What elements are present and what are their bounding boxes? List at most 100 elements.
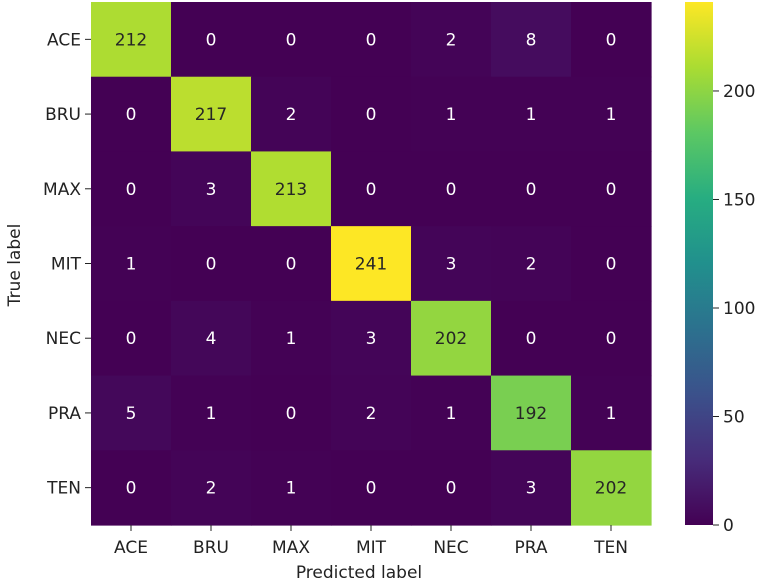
cell-value-label: 0 [126,329,137,349]
cell-value-label: 241 [355,255,387,275]
heatmap-cell [171,76,252,153]
cell-value-label: 213 [275,180,307,200]
cell-value-label: 3 [366,329,377,349]
heatmap-cell [411,151,492,227]
cell-value-label: 3 [206,180,217,200]
y-tick-label: MAX [43,180,81,200]
heatmap-cell [251,2,332,78]
y-tick-label: PRA [48,404,81,424]
heatmap-cell [491,226,572,302]
colorbar-tick-label: 150 [723,190,755,210]
heatmap-cell [331,2,412,78]
heatmap-cell [571,375,652,451]
x-tick-label: NEC [433,538,468,558]
heatmap-cell [491,375,572,451]
heatmap-cell [491,300,572,377]
cell-value-label: 0 [366,105,377,125]
cell-value-label: 0 [606,30,617,50]
cell-value-label: 0 [126,479,137,499]
heatmap-cell [411,450,492,526]
colorbar-tick-label: 50 [723,407,745,427]
heatmap-cell [91,450,172,526]
heatmap-cell [171,450,252,526]
heatmap-cell [331,375,412,451]
cell-value-labels: 212 0 0 0 2 8 0 0 217 2 0 1 1 1 0 3 213 0 0 0 0 1 0 0 241 3 2 0 0 4 1 3… [115,30,627,498]
heatmap-cell [251,450,332,526]
y-tick-label: ACE [47,30,81,50]
cell-value-label: 0 [446,479,457,499]
cell-value-label: 0 [366,180,377,200]
cell-value-label: 0 [286,404,297,424]
x-tick-label: ACE [114,538,148,558]
x-tick-label: MAX [272,538,310,558]
heatmap-cell [571,450,652,526]
heatmap-cell [331,300,412,377]
cell-value-label: 1 [446,404,457,424]
heatmap-cell [411,300,492,377]
x-axis: ACE BRU MAX MIT NEC PRA TEN [114,525,628,558]
heatmap-cell [491,2,572,78]
cell-value-label: 2 [446,30,457,50]
cell-value-label: 0 [206,30,217,50]
y-tick-label: BRU [45,105,81,125]
cell-value-label: 217 [195,105,227,125]
cell-value-label: 2 [286,105,297,125]
cell-value-label: 0 [126,180,137,200]
heatmap-cell [171,375,252,451]
heatmap-cell [171,151,252,227]
cell-value-label: 3 [526,479,537,499]
heatmap-cell [331,76,412,153]
heatmap-cell [411,375,492,451]
x-tick-label: BRU [193,538,229,558]
heatmap-cell [331,450,412,526]
heatmap-cell [571,2,652,78]
colorbar-axis: 0 50 100 150 200 [713,82,755,536]
cell-value-label: 0 [606,255,617,275]
heatmap-cell [91,300,172,377]
cell-value-label: 0 [446,180,457,200]
cell-value-label: 0 [526,329,537,349]
y-tick-label: NEC [46,329,81,349]
cell-value-label: 1 [286,479,297,499]
cell-value-label: 0 [366,30,377,50]
cell-value-label: 1 [206,404,217,424]
cell-value-label: 3 [446,255,457,275]
heatmap-cell [171,226,252,302]
heatmap-cell [91,226,172,302]
cell-value-label: 8 [526,30,537,50]
cell-value-label: 202 [435,329,467,349]
x-tick-label: TEN [593,538,628,558]
cell-value-label: 212 [115,30,147,50]
y-tick-label: TEN [46,479,81,499]
cell-value-label: 202 [595,479,627,499]
x-axis-title: Predicted label [296,563,422,583]
heatmap-cell [251,76,332,153]
heatmap-cell [251,226,332,302]
colorbar-tick-label: 0 [723,516,734,536]
cell-value-label: 1 [126,255,137,275]
cell-value-label: 0 [606,329,617,349]
heatmap-cell [491,151,572,227]
heatmap-cell [251,151,332,227]
heatmap-cell [91,2,172,78]
colorbar-tick-label: 200 [723,82,755,102]
heatmap-cell [491,450,572,526]
cell-value-label: 4 [206,329,217,349]
cell-value-label: 0 [366,479,377,499]
heatmap-cell [91,151,172,227]
heatmap-cell [171,2,252,78]
cell-value-label: 2 [526,255,537,275]
cell-value-label: 192 [515,404,547,424]
heatmap-cells [91,2,652,526]
heatmap-cell [91,76,172,153]
cell-value-label: 1 [286,329,297,349]
y-axis: ACE BRU MAX MIT NEC PRA TEN [43,30,91,499]
heatmap-cell [411,76,492,153]
cell-value-label: 1 [606,404,617,424]
cell-value-label: 1 [526,105,537,125]
heatmap-cell [571,151,652,227]
heatmap-cell [491,76,572,153]
x-tick-label: MIT [356,538,387,558]
cell-value-label: 0 [126,105,137,125]
